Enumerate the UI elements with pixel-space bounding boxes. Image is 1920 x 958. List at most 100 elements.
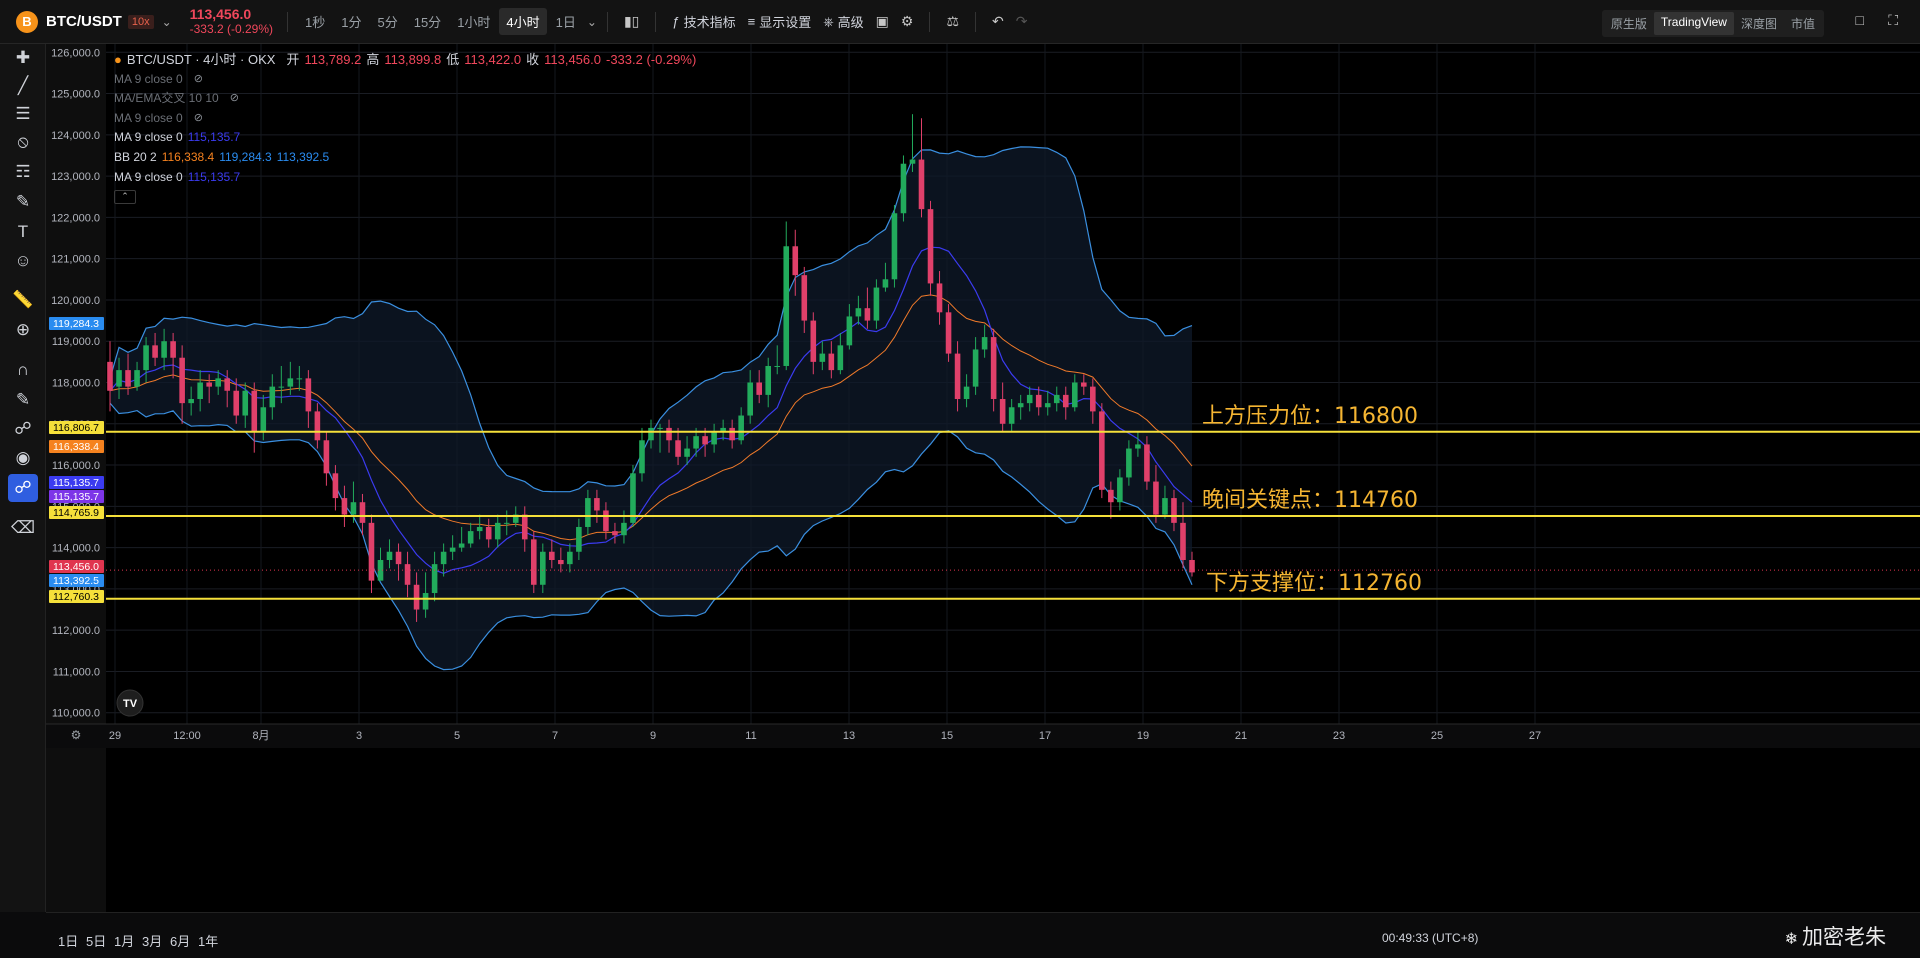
interval-selector: 1秒 1分 5分 15分 1小时 4小时 1日	[298, 8, 583, 35]
redo-icon[interactable]: ↷	[1015, 13, 1028, 29]
trend-line-icon[interactable]: ╱	[17, 76, 29, 95]
study-row[interactable]: MA/EMA交叉 10 10 ⊘	[114, 89, 696, 109]
display-settings-button[interactable]: ≡ 显示设置	[742, 8, 818, 35]
candle-body	[594, 498, 600, 511]
view-switcher: 原生版 TradingView 深度图 市值	[1601, 10, 1824, 37]
interval-5[interactable]: 4小时	[499, 8, 547, 35]
zoom-icon[interactable]: ⊕	[15, 320, 31, 339]
legend-high: 113,899.8	[384, 52, 442, 67]
candle-body	[756, 382, 762, 395]
legend-open: 113,789.2	[304, 52, 362, 67]
text-icon[interactable]: T	[17, 222, 29, 241]
fullscreen-icon[interactable]: ⛶	[1888, 12, 1898, 28]
candle-body	[540, 551, 546, 585]
indicators-label: 技术指标	[683, 15, 736, 30]
leverage-badge[interactable]: 10x	[127, 14, 154, 29]
y-tick-label: 125,000.0	[51, 89, 100, 101]
undo-icon[interactable]: ↶	[992, 13, 1004, 29]
settings-icon[interactable]: ⚙	[71, 728, 82, 742]
watermark: ❄ 加密老朱	[1785, 921, 1886, 951]
crosshair-icon[interactable]: ✚	[15, 48, 31, 67]
study-row[interactable]: MA 9 close 0 ⊘	[114, 70, 696, 90]
lock-draw-icon[interactable]: ✎	[15, 390, 31, 409]
eye-off-icon[interactable]: ⊘	[229, 92, 239, 105]
magnet-icon[interactable]: ∩	[16, 360, 30, 379]
x-tick-label: 3	[356, 730, 362, 742]
horizontal-lines-icon[interactable]: ☰	[15, 104, 31, 123]
study-row[interactable]: MA 9 close 0 115,135.7	[114, 168, 696, 188]
price-tag-label: 116,806.7	[53, 422, 99, 434]
study-row[interactable]: MA 9 close 0 ⊘	[114, 109, 696, 129]
candle-body	[1135, 444, 1141, 449]
candle-body	[1117, 477, 1123, 503]
eye-off-icon[interactable]: ⊘	[193, 111, 203, 124]
range-0[interactable]: 1日	[58, 934, 79, 949]
eye-icon[interactable]: ◉	[15, 448, 31, 467]
chart-area[interactable]: 126,000.0 125,000.0 124,000.0 123,000.0 122,…	[46, 44, 1920, 912]
view-tab-2[interactable]: 深度图	[1740, 17, 1777, 31]
price-tag-bg	[49, 490, 104, 503]
candle-type-icon[interactable]: ▮▯	[623, 13, 640, 29]
brush-icon[interactable]: ✎	[15, 192, 31, 211]
range-4[interactable]: 6月	[170, 934, 191, 949]
candle-body	[1017, 403, 1024, 408]
collapse-legend-button[interactable]: ⌃	[114, 190, 136, 205]
camera-icon[interactable]: ▣	[875, 13, 889, 29]
window-icon[interactable]: □	[1855, 12, 1864, 28]
candle-body	[1008, 407, 1015, 424]
price-tag-bg	[49, 476, 104, 489]
candle-body	[170, 341, 176, 358]
candle-body	[765, 365, 772, 395]
candle-body	[927, 209, 934, 284]
chevron-down-icon[interactable]: ⌄	[161, 14, 172, 29]
chevron-down-icon[interactable]: ⌄	[586, 14, 597, 29]
interval-2[interactable]: 5分	[377, 15, 398, 30]
y-tick-label: 114,000.0	[52, 543, 100, 555]
candle-body	[882, 279, 889, 288]
interval-0[interactable]: 1秒	[305, 15, 326, 30]
candle-body	[549, 551, 555, 561]
link-icon[interactable]: ☍	[8, 474, 38, 502]
legend-close: 113,456.0	[544, 52, 601, 67]
study-name: MA/EMA交叉 10 10	[114, 91, 219, 106]
candle-body	[738, 415, 744, 441]
emoji-icon[interactable]: ☺	[14, 251, 32, 270]
eye-off-icon[interactable]: ⊘	[193, 72, 203, 85]
last-price: 113,456.0	[189, 5, 252, 22]
candle-body	[558, 560, 564, 565]
gear-icon[interactable]: ⚙	[900, 13, 914, 29]
x-tick-label: 9	[650, 730, 656, 742]
range-2[interactable]: 1月	[114, 934, 135, 949]
pattern-icon[interactable]: ⦸	[17, 132, 29, 151]
symbol-name[interactable]: BTC/USDT	[46, 13, 122, 30]
study-row[interactable]: BB 20 2 116,338.4 119,284.3 113,392.5	[114, 148, 696, 168]
view-tab-3[interactable]: 市值	[1790, 17, 1815, 31]
candle-body	[954, 353, 961, 400]
view-tab-0[interactable]: 原生版	[1610, 17, 1647, 31]
advanced-button[interactable]: ⎈ 高级	[817, 8, 869, 35]
view-tab-1[interactable]: TradingView	[1653, 12, 1734, 35]
scale-icon[interactable]: ⚖	[946, 13, 960, 29]
study-row[interactable]: MA 9 close 0 115,135.7	[114, 128, 696, 148]
range-5[interactable]: 1年	[198, 934, 219, 949]
range-1[interactable]: 5日	[86, 934, 107, 949]
candle-body	[693, 436, 699, 449]
range-3[interactable]: 3月	[142, 934, 163, 949]
candlestick-chart[interactable]: 126,000.0 125,000.0 124,000.0 123,000.0 122,…	[46, 44, 1920, 912]
ruler-icon[interactable]: 📏	[12, 290, 34, 309]
interval-1[interactable]: 1分	[341, 15, 362, 30]
candle-body	[999, 399, 1006, 424]
candle-body	[657, 427, 663, 429]
price-tag-bg	[49, 440, 104, 453]
fib-icon[interactable]: ☶	[15, 162, 31, 181]
indicators-button[interactable]: ƒ 技术指标	[666, 8, 741, 35]
trash-icon[interactable]: ⌫	[10, 518, 36, 537]
lock-icon[interactable]: ☍	[14, 419, 32, 438]
interval-4[interactable]: 1小时	[457, 15, 491, 30]
interval-6[interactable]: 1日	[555, 15, 576, 30]
interval-3[interactable]: 15分	[413, 15, 442, 30]
candle-body	[359, 502, 366, 523]
candle-body	[909, 159, 916, 164]
candle-body	[990, 337, 997, 400]
y-tick-label: 112,000.0	[52, 625, 100, 637]
